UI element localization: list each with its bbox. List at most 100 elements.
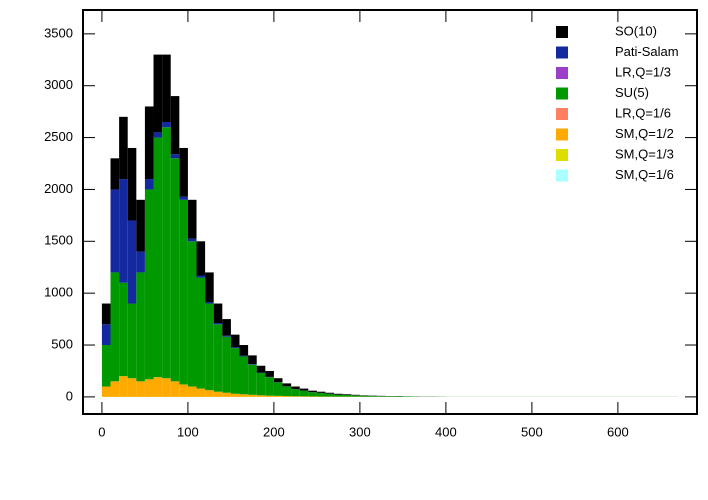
- bar-segment: [230, 334, 240, 348]
- y-tick-label: 2500: [44, 129, 73, 144]
- bar-segment: [230, 393, 240, 397]
- bar-segment: [248, 364, 257, 365]
- x-tick-label: 200: [263, 424, 285, 439]
- bar-segment: [213, 303, 223, 324]
- bar-segment: [101, 345, 111, 387]
- x-tick-label: 100: [177, 424, 199, 439]
- bar-segment: [239, 355, 249, 357]
- bar-segment: [282, 386, 292, 397]
- bar-segment: [179, 384, 188, 397]
- bar-segment: [308, 390, 317, 393]
- y-tick-label: 2000: [44, 181, 73, 196]
- bar-segment: [342, 394, 352, 396]
- bar-segment: [377, 396, 386, 397]
- bar-segment: [179, 196, 188, 200]
- legend-swatch: [556, 108, 568, 120]
- bar-segment: [110, 189, 120, 273]
- bar-segment: [110, 158, 120, 190]
- bar-segment: [187, 238, 197, 242]
- legend-label: SM,Q=1/2: [615, 126, 674, 141]
- x-tick-label: 500: [521, 424, 543, 439]
- bar-segment: [179, 199, 188, 385]
- bar-segment: [144, 106, 154, 180]
- bar-segment: [127, 220, 137, 304]
- bar-segment: [110, 381, 120, 397]
- bar-segment: [256, 373, 266, 396]
- bar-segment: [213, 324, 223, 392]
- legend-label: LR,Q=1/3: [615, 64, 671, 79]
- bar-segment: [162, 378, 171, 397]
- bar-segment: [273, 395, 283, 397]
- bar-segment: [162, 122, 171, 128]
- bar-segment: [248, 394, 257, 397]
- bar-segment: [385, 396, 395, 397]
- bar-segment: [205, 301, 214, 304]
- bar-segment: [239, 356, 249, 395]
- legend-swatch: [556, 169, 568, 182]
- bar-segment: [325, 392, 335, 394]
- bar-segment: [144, 189, 154, 380]
- bar-segment: [239, 345, 249, 356]
- bar-segment: [213, 391, 223, 397]
- bar-segment: [230, 347, 240, 349]
- bar-segment: [222, 392, 231, 397]
- bar-segment: [394, 396, 403, 397]
- bar-segment: [342, 395, 352, 397]
- bar-segment: [153, 377, 163, 397]
- bar-segment: [101, 324, 111, 346]
- legend-label: Pati-Salam: [615, 44, 679, 59]
- bar-segment: [273, 378, 283, 383]
- bar-segment: [265, 377, 274, 396]
- x-tick-label: 400: [435, 424, 457, 439]
- bar-segment: [196, 241, 206, 276]
- bar-segment: [153, 137, 163, 378]
- bar-segment: [119, 376, 128, 397]
- bar-segment: [136, 381, 145, 397]
- bar-segment: [273, 382, 283, 396]
- x-tick-label: 600: [607, 424, 629, 439]
- bar-segment: [187, 386, 197, 397]
- bar-segment: [334, 393, 343, 395]
- bar-segment: [187, 199, 197, 239]
- bar-segment: [291, 396, 300, 397]
- bar-segment: [110, 272, 120, 382]
- y-tick-label: 0: [66, 388, 73, 403]
- bar-segment: [119, 179, 128, 283]
- bar-segment: [265, 370, 274, 377]
- bar-segment: [308, 392, 317, 397]
- bar-segment: [162, 54, 171, 123]
- bar-segment: [170, 381, 180, 397]
- bar-segment: [144, 379, 154, 397]
- bar-segment: [187, 241, 197, 387]
- bar-segment: [222, 336, 231, 393]
- bar-segment: [222, 335, 231, 337]
- x-tick-label: 300: [349, 424, 371, 439]
- plot-frame: [82, 9, 698, 415]
- bar-segment: [325, 393, 335, 397]
- bar-segment: [248, 364, 257, 395]
- legend-label: LR,Q=1/6: [615, 105, 671, 120]
- bar-segment: [334, 394, 343, 397]
- bar-segment: [299, 390, 309, 397]
- bar-segment: [153, 132, 163, 138]
- y-tick-label: 3000: [44, 77, 73, 92]
- bar-segment: [256, 395, 266, 397]
- bar-segment: [162, 127, 171, 379]
- legend-label: SM,Q=1/3: [615, 146, 674, 161]
- bar-segment: [119, 282, 128, 377]
- bar-segment: [230, 348, 240, 394]
- legend-swatch: [556, 128, 568, 141]
- bar-segment: [265, 395, 274, 397]
- bar-segment: [222, 319, 231, 336]
- bar-segment: [170, 96, 180, 155]
- bar-segment: [205, 303, 214, 391]
- bar-segment: [205, 272, 214, 302]
- bar-segment: [170, 158, 180, 382]
- bar-segment: [136, 199, 145, 252]
- bar-segment: [213, 323, 223, 325]
- bar-segment: [316, 391, 326, 393]
- legend-label: SU(5): [615, 85, 649, 100]
- bar-segment: [170, 154, 180, 159]
- bar-segment: [127, 147, 137, 221]
